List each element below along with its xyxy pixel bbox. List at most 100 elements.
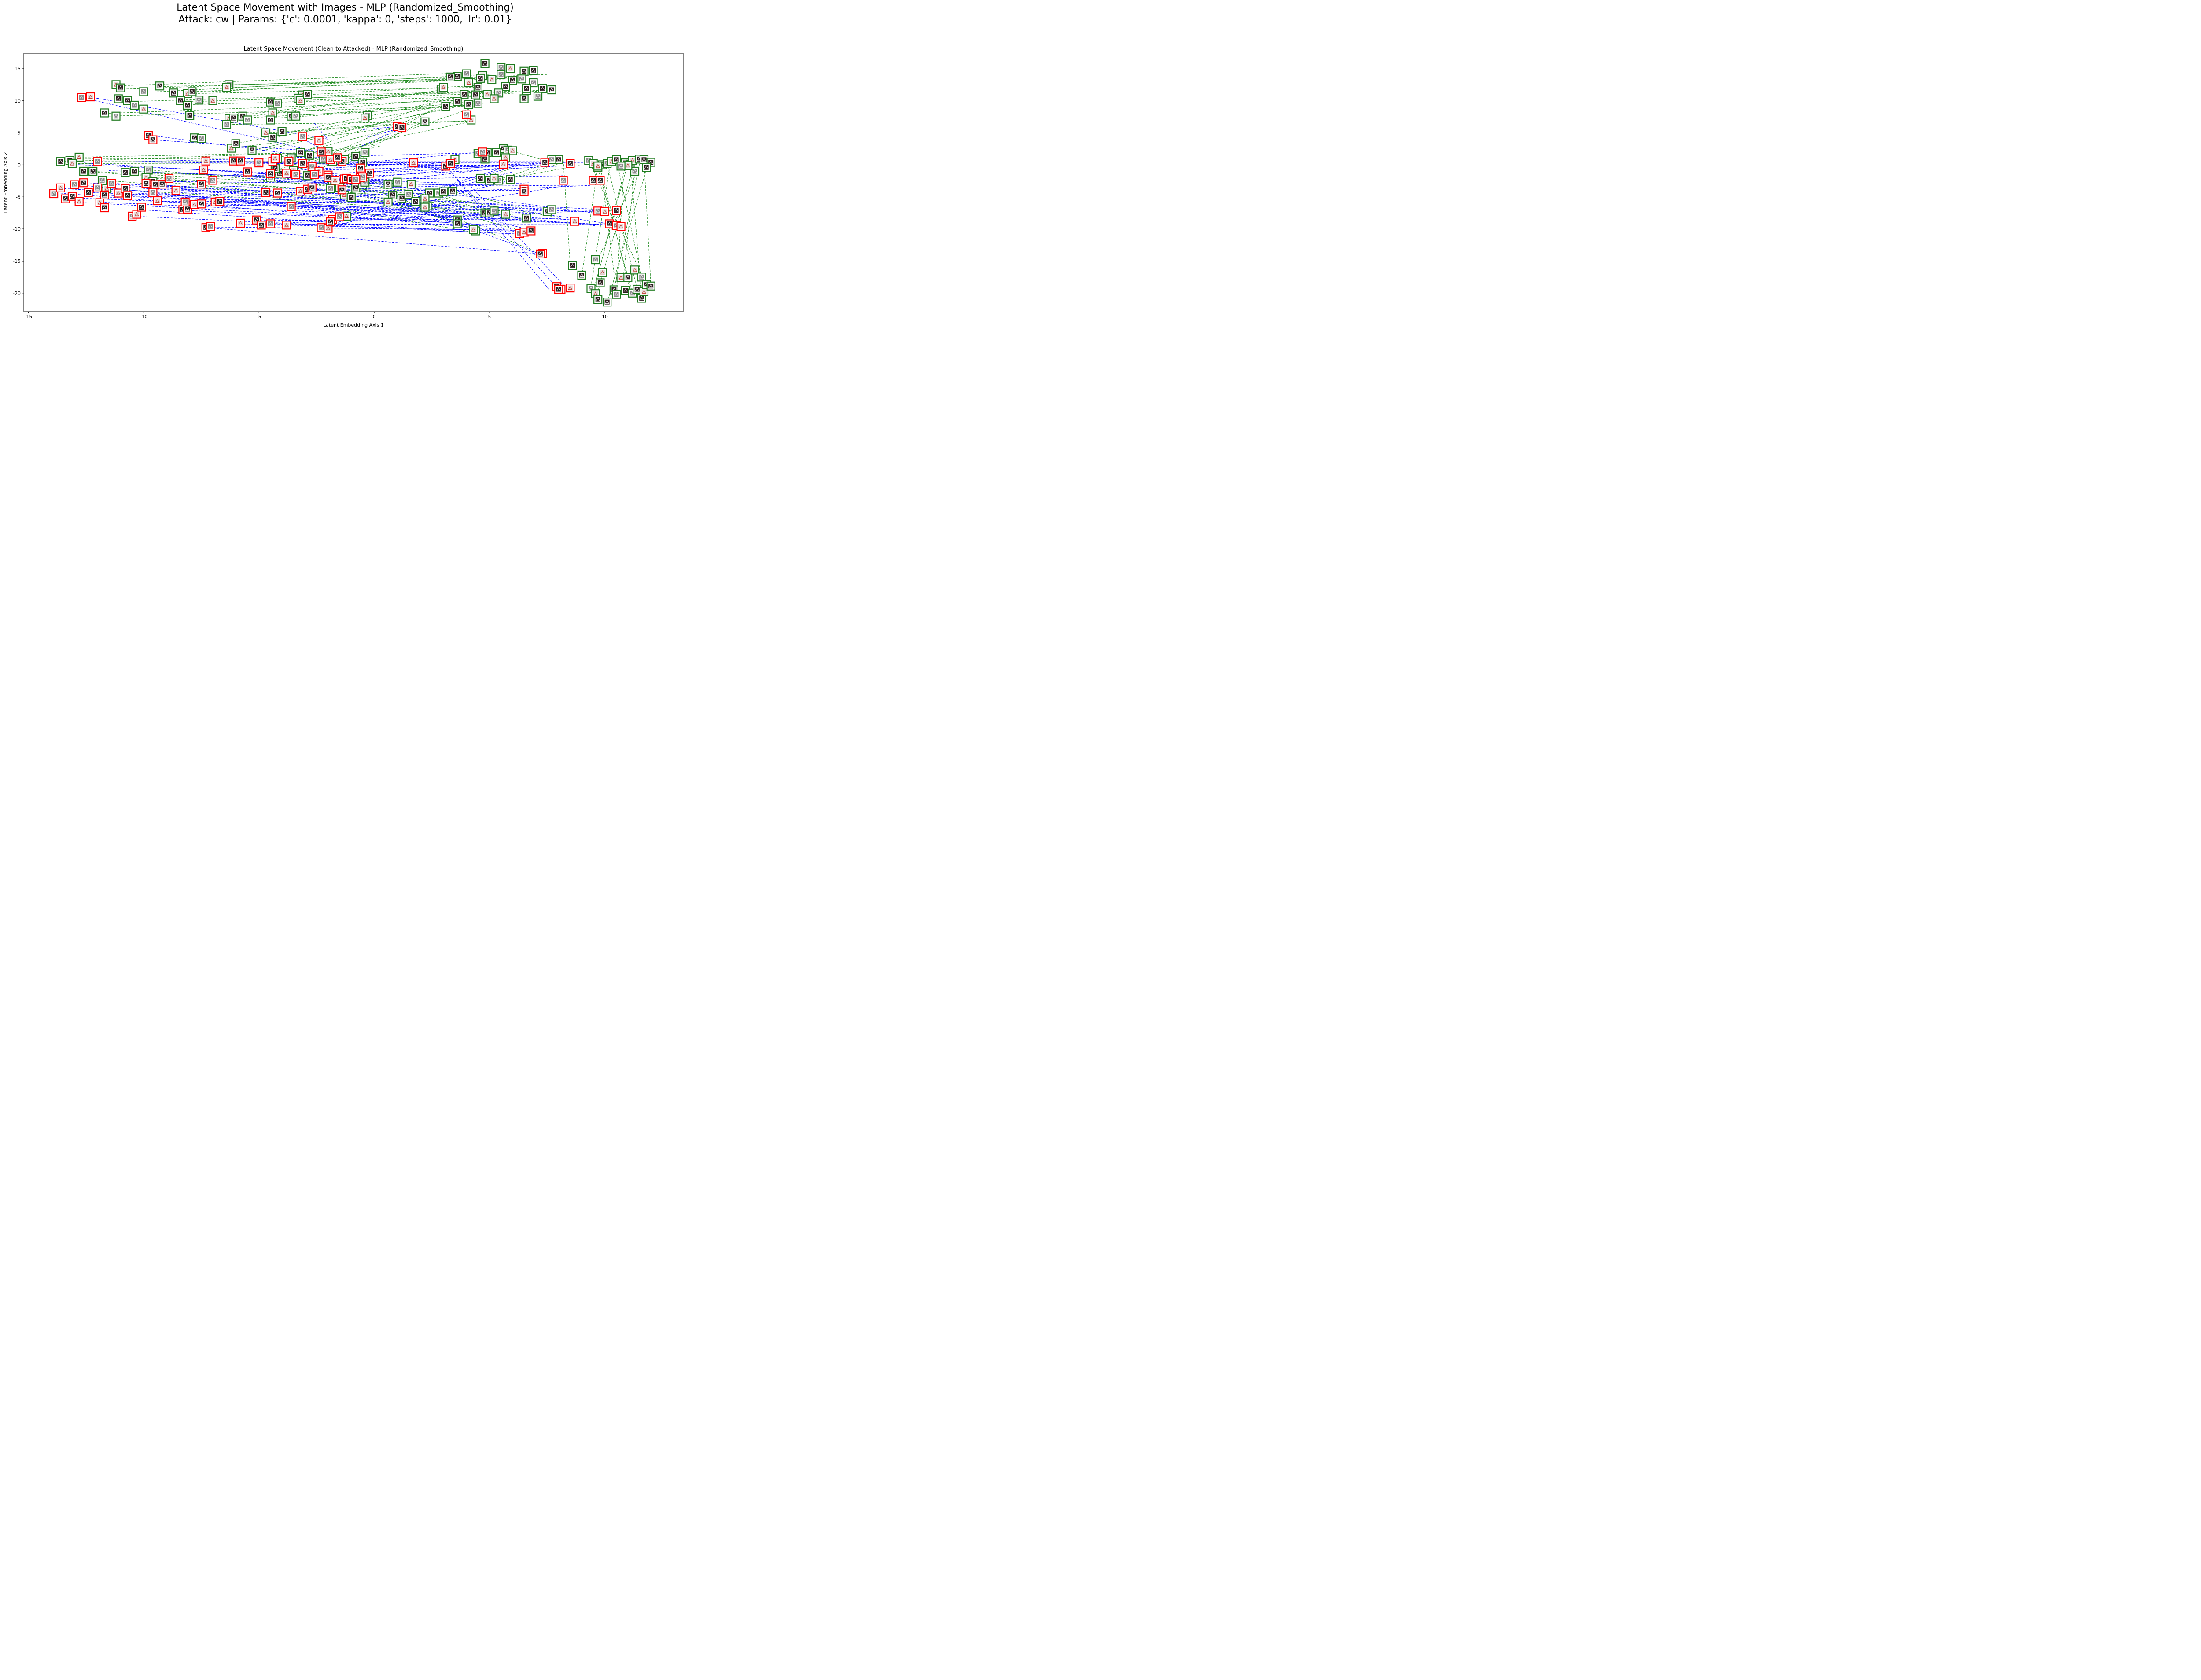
green-movement-line [328, 120, 476, 152]
y-axis-label: Latent Embedding Axis 2 [3, 152, 8, 213]
clean-point-thumbnail [362, 115, 368, 121]
clean-point [475, 173, 485, 183]
clean-point-sign-icon [482, 157, 487, 161]
attacked-point-thumbnail [254, 217, 259, 223]
attacked-point-sign-icon [58, 185, 63, 190]
clean-point-thumbnail [118, 85, 123, 91]
clean-point-thumbnail [549, 87, 554, 92]
clean-point [97, 176, 107, 185]
attacked-point [148, 135, 158, 144]
attacked-point-thumbnail [332, 177, 338, 183]
clean-point [123, 96, 132, 105]
clean-point-sign-icon [188, 113, 192, 118]
green-movement-line [496, 163, 548, 181]
attacked-point [236, 218, 245, 228]
figure: Latent Space Movement with Images - MLP … [0, 0, 690, 332]
clean-point-thumbnail [505, 147, 511, 153]
attacked-point-thumbnail [360, 174, 365, 180]
attacked-point-thumbnail [129, 214, 135, 219]
attacked-point-sign-icon [400, 125, 404, 129]
attacked-point-sign-icon [72, 182, 77, 187]
clean-point-sign-icon [395, 180, 400, 184]
clean-point-sign-icon [648, 284, 653, 288]
blue-movement-line [455, 176, 557, 287]
attacked-point [67, 192, 77, 201]
clean-point-sign-icon [614, 292, 618, 296]
attacked-point-sign-icon [598, 178, 603, 182]
clean-point-thumbnail [328, 186, 333, 191]
clean-point [169, 88, 178, 98]
clean-point-sign-icon [448, 74, 453, 79]
green-movement-line [229, 107, 451, 119]
clean-point-thumbnail [489, 77, 494, 82]
y-tick-label: -15 [13, 258, 21, 264]
attacked-point [114, 188, 123, 198]
clean-point-sign-icon [275, 101, 280, 105]
attacked-point [526, 226, 536, 236]
attacked-point [317, 147, 326, 157]
clean-point [305, 151, 314, 160]
clean-point-thumbnail [395, 180, 400, 185]
attacked-point-thumbnail [443, 163, 449, 169]
clean-point [139, 87, 148, 96]
clean-point-thumbnail [436, 191, 442, 196]
attacked-point-sign-icon [268, 221, 273, 226]
clean-point-sign-icon [409, 182, 413, 186]
clean-point-thumbnail [600, 162, 605, 167]
clean-point-sign-icon [531, 80, 536, 85]
attacked-point [171, 186, 180, 195]
clean-point-sign-icon [328, 186, 333, 191]
attacked-point [215, 197, 225, 206]
clean-point-sign-icon [485, 92, 490, 96]
clean-point [497, 63, 506, 72]
blue-movement-line [257, 218, 561, 221]
clean-point-sign-icon [596, 297, 600, 302]
clean-point [273, 99, 282, 108]
x-tick-label: 0 [373, 314, 376, 320]
clean-point-thumbnail [386, 199, 391, 205]
attacked-point-sign-icon [361, 175, 365, 179]
clean-point-sign-icon [510, 148, 515, 153]
green-movement-line [323, 108, 471, 159]
attacked-point [93, 157, 102, 166]
clean-point-thumbnail [298, 98, 303, 103]
attacked-point-sign-icon [328, 220, 333, 224]
clean-point [508, 146, 517, 155]
clean-point [404, 190, 413, 199]
attacked-point [566, 284, 575, 293]
attacked-point [137, 203, 146, 212]
clean-point-thumbnail [466, 102, 471, 107]
attacked-point [333, 153, 342, 162]
clean-point [547, 205, 556, 214]
clean-point-sign-icon [499, 65, 504, 70]
attacked-point-sign-icon [52, 191, 56, 195]
attacked-point-thumbnail [275, 191, 280, 196]
clean-point-thumbnail [305, 173, 310, 178]
clean-point-thumbnail [549, 207, 554, 212]
clean-point [471, 90, 480, 99]
attacked-point-thumbnail [208, 224, 213, 229]
blue-movement-line [247, 171, 368, 190]
attacked-point [123, 191, 132, 200]
clean-point-thumbnail [210, 98, 215, 103]
clean-point-thumbnail [630, 158, 635, 163]
clean-point-thumbnail [498, 65, 504, 70]
clean-point-thumbnail [240, 114, 246, 119]
clean-point-sign-icon [250, 147, 254, 152]
clean-point [231, 139, 240, 148]
clean-point-sign-icon [192, 136, 197, 140]
attacked-point-sign-icon [358, 166, 363, 170]
clean-point-sign-icon [469, 118, 473, 122]
clean-point [130, 100, 139, 110]
clean-point [490, 94, 499, 103]
clean-point [616, 162, 626, 171]
clean-point-thumbnail [579, 273, 585, 278]
attacked-point-thumbnail [349, 177, 354, 182]
clean-point [593, 295, 603, 304]
clean-point-sign-icon [77, 155, 81, 159]
attacked-point-sign-icon [618, 224, 623, 228]
clean-point-sign-icon [298, 150, 303, 155]
clean-point [482, 90, 492, 99]
attacked-point-thumbnail [213, 199, 218, 205]
attacked-point-thumbnail [70, 194, 75, 199]
